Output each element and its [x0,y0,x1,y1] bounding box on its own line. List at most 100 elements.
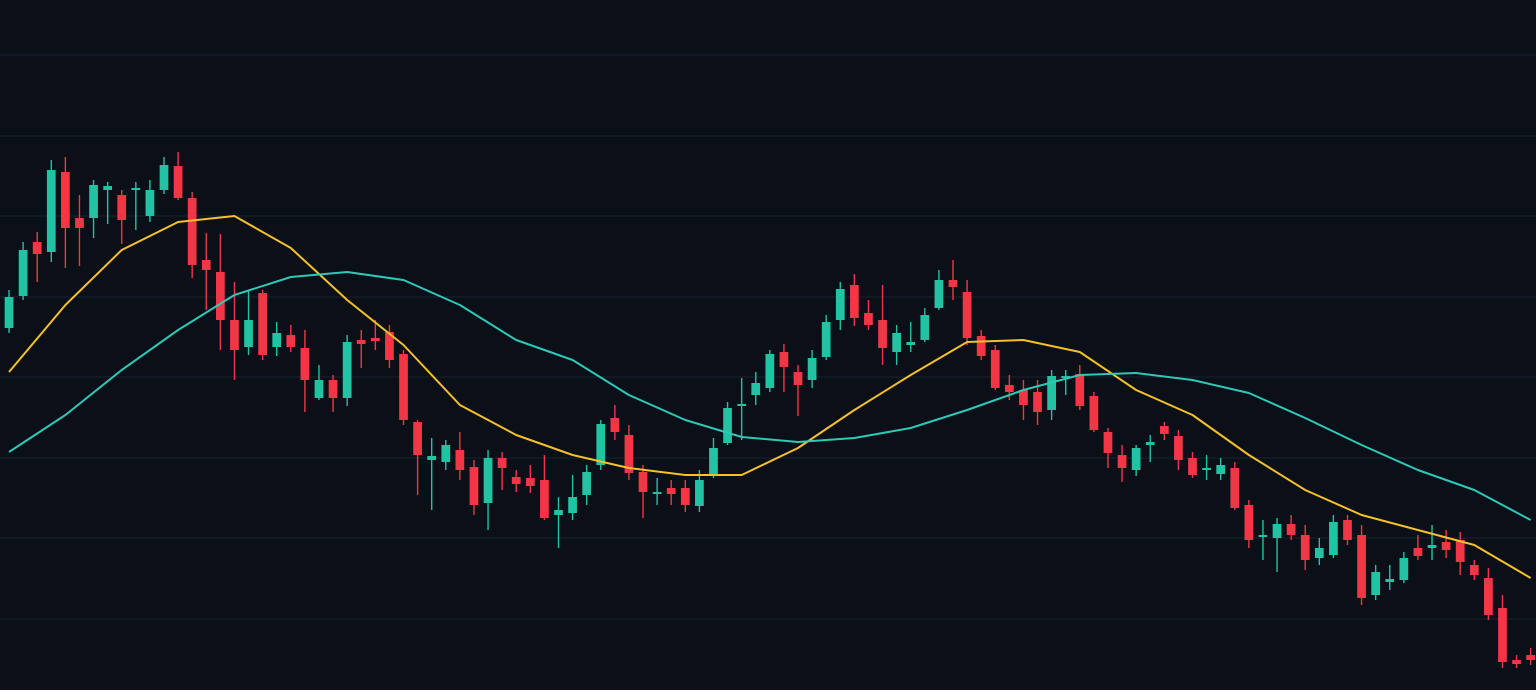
candle-body [314,380,324,398]
candle-body [652,492,662,494]
candle-body [455,450,465,470]
candle-body [624,435,634,473]
candle-body [807,358,817,380]
candle-body [201,260,211,270]
candle-body [737,404,747,406]
candle-body [835,289,845,320]
candle-body [117,195,127,220]
candle-body [18,250,28,296]
candle-body [328,380,338,398]
candle-body [878,320,887,348]
candle-body [483,458,493,503]
candle-body [1441,542,1451,550]
candle-body [1512,660,1521,664]
candle-body [849,285,859,318]
candle-body [1202,468,1211,470]
candle-body [554,510,563,515]
candle-body [1089,396,1099,430]
candle-body [920,315,930,340]
candle-body [1244,505,1254,540]
candle-body [272,333,282,347]
candle-body [427,456,437,460]
candle-body [497,458,507,468]
candle-body [1033,392,1042,412]
candle-body [370,338,380,341]
candle-body [1019,390,1028,405]
candle-body [962,292,972,338]
candle-body [399,354,408,420]
candle-body [1371,572,1381,595]
candle-body [244,320,253,347]
candle-body [1314,548,1324,558]
candle-body [976,336,986,356]
candle-body [46,170,56,252]
moving-average-line [8,215,1532,579]
candle-body [906,342,916,345]
candle-body [230,320,239,350]
candle-body [1216,465,1226,474]
candle-body [568,497,577,513]
candle-body [103,186,113,190]
candle-body [864,313,873,325]
candle-body [525,478,535,486]
candle-body [286,335,296,347]
candle-body [1526,655,1536,660]
candle-body [75,218,84,228]
candle-body [751,383,761,395]
candle-body [131,188,141,190]
candle-body [1117,455,1127,468]
candle-body [1413,548,1423,556]
candle-body [892,333,902,352]
candle-body [948,280,958,287]
candle-body [1075,374,1085,406]
candle-body [990,350,1000,388]
candle-body [356,340,366,344]
candle-body [1469,565,1479,575]
candle-body [666,488,676,494]
candle-body [1385,579,1395,582]
candle-body [1103,432,1113,453]
candle-body [1131,448,1141,470]
candle-body [1061,376,1071,378]
candle-body [385,332,394,360]
candle-body [1004,385,1014,392]
candle-body [173,166,183,198]
candle-body [1159,426,1169,434]
candle-body [934,280,944,308]
candle-body [511,477,521,484]
candle-body [300,348,310,380]
moving-average-line [8,271,1532,521]
candle-body [1145,442,1155,445]
candle-body [793,372,803,385]
candle-body [1047,376,1056,410]
candle-body [61,172,70,228]
candle-body [1498,608,1507,662]
candle-body [1230,468,1240,508]
candle-body [1399,558,1409,580]
candle-body [1343,520,1352,540]
candle-body [159,165,169,190]
candle-body [1300,535,1310,560]
candle-body [1427,545,1437,548]
candle-body [342,342,352,398]
candle-body [4,297,14,328]
candle-body [1174,436,1183,460]
candle-body [145,190,155,216]
candle-body [1329,522,1338,555]
candle-body [610,418,620,432]
candle-body [695,480,704,506]
candle-body [1272,524,1282,538]
candle-body [821,322,831,357]
candle-body [709,448,718,475]
candle-body [1188,458,1197,475]
candle-body [413,422,422,455]
candle-body [540,480,549,518]
candle-body [1357,535,1366,598]
candle-body [1455,540,1465,562]
candle-body [469,467,479,505]
candle-body [596,424,606,465]
candle-body [89,185,98,218]
